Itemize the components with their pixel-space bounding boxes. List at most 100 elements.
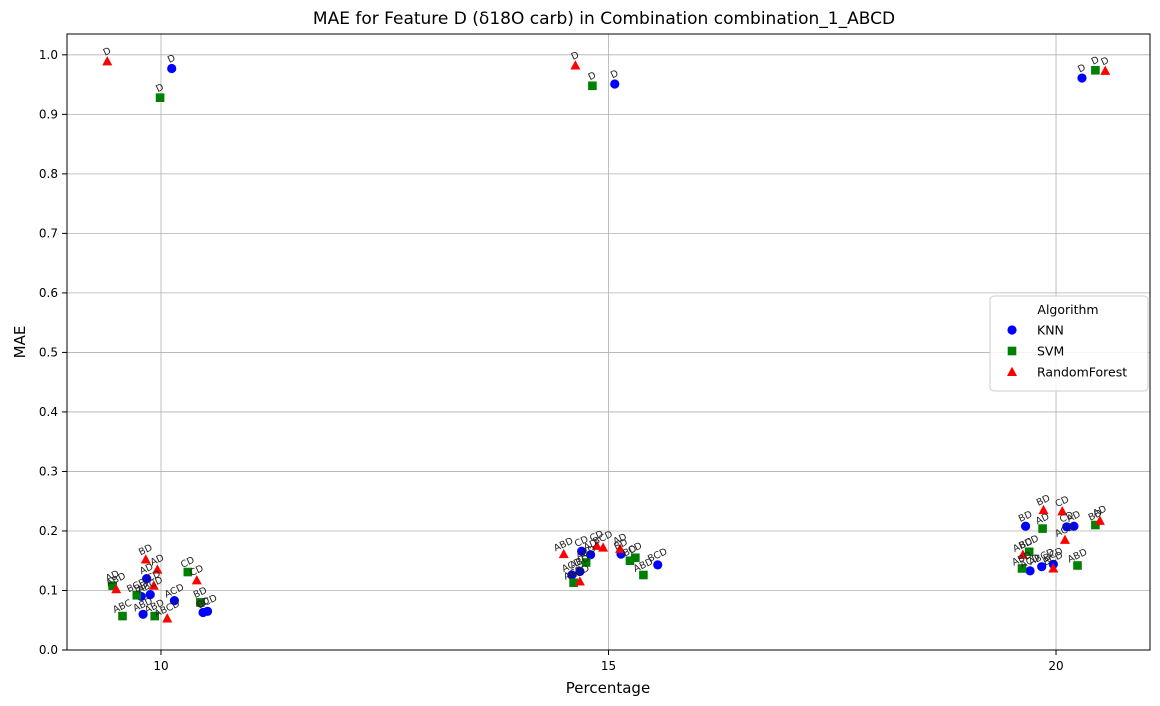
randomforest-point <box>615 543 626 553</box>
svm-point <box>196 598 205 607</box>
y-tick-label: 0.9 <box>39 107 58 121</box>
randomforest-point <box>1048 563 1059 573</box>
knn-legend-label: KNN <box>1037 323 1064 338</box>
y-tick-label: 1.0 <box>39 48 58 62</box>
svm-point <box>569 578 578 588</box>
randomforest-point <box>591 540 602 550</box>
randomforest-point-label: AD <box>149 552 166 568</box>
knn-point-label: AD <box>138 561 155 577</box>
randomforest-point <box>102 56 113 66</box>
y-tick-label: 0.3 <box>39 464 58 478</box>
randomforest-point <box>1057 506 1068 516</box>
randomforest-point-label: CD <box>188 563 205 579</box>
x-tick-label: 10 <box>153 659 168 673</box>
y-tick-label: 0.5 <box>39 345 58 359</box>
knn-point-label: D <box>609 68 620 81</box>
svm-point-label: CD <box>179 555 196 571</box>
svm-point-label: D <box>587 70 598 83</box>
svm-point <box>150 611 160 621</box>
svm-point <box>1073 561 1082 570</box>
randomforest-point-label: AD <box>1091 504 1108 520</box>
knn-point <box>169 596 180 606</box>
svm-point <box>639 570 648 580</box>
y-tick-label: 0.4 <box>39 405 58 419</box>
knn-point-label: D <box>166 53 177 66</box>
randomforest-point-label: D <box>102 46 113 59</box>
knn-point <box>610 79 620 89</box>
randomforest-point <box>1017 549 1028 559</box>
knn-point <box>1069 521 1079 531</box>
randomforest-point <box>140 554 151 564</box>
randomforest-point <box>191 575 202 585</box>
y-tick-label: 0.8 <box>39 167 58 181</box>
svm-point <box>132 590 142 600</box>
svm-point <box>1091 520 1100 530</box>
randomforest-point <box>558 548 569 559</box>
svm-point <box>1024 547 1034 557</box>
randomforest-point-label: BD <box>1035 493 1052 509</box>
data-points <box>102 56 1111 623</box>
knn-point <box>142 573 152 584</box>
knn-point <box>145 590 155 600</box>
svm-point <box>625 556 635 566</box>
knn-point-label: D <box>1076 62 1087 75</box>
svm-point <box>118 611 127 621</box>
randomforest-point <box>152 564 163 574</box>
randomforest-legend-label: RandomForest <box>1037 365 1127 380</box>
svm-point-label: D <box>154 82 165 95</box>
knn-point <box>1062 522 1072 532</box>
knn-point-label: CD <box>1058 510 1075 526</box>
y-tick-label: 0.0 <box>39 643 58 657</box>
randomforest-point-label: CD <box>145 569 162 585</box>
randomforest-point <box>148 580 159 590</box>
x-axis-title: Percentage <box>566 679 650 697</box>
randomforest-point <box>1094 515 1105 525</box>
randomforest-point-label: AD <box>611 532 628 548</box>
randomforest-point <box>574 576 585 586</box>
knn-point-label: AD <box>582 538 599 554</box>
y-tick-label: 0.1 <box>39 583 58 597</box>
knn-point <box>138 609 148 619</box>
svm-point-label: BD <box>1087 508 1104 524</box>
knn-point-label: AD <box>1065 509 1082 525</box>
knn-point-label: CD <box>573 534 590 550</box>
knn-point <box>577 546 587 556</box>
y-tick-label: 0.6 <box>39 286 58 300</box>
knn-point <box>1025 566 1035 576</box>
randomforest-point <box>1038 504 1049 515</box>
randomforest-point-label: D <box>1100 55 1111 68</box>
legend-box <box>989 295 1149 392</box>
x-tick-label: 15 <box>601 659 616 673</box>
knn-point <box>202 606 213 616</box>
svm-point-label: CD <box>627 541 644 557</box>
knn-point <box>567 570 577 580</box>
x-axis: 10 15 20 <box>153 650 1064 673</box>
knn-point-label: BD <box>1017 509 1034 525</box>
knn-point <box>1037 562 1047 572</box>
knn-point <box>585 550 596 560</box>
svm-point <box>1017 564 1027 573</box>
y-tick-label: 0.2 <box>39 524 58 538</box>
svm-point-label: AD <box>104 569 121 585</box>
knn-point <box>575 566 585 577</box>
svm-point <box>155 93 165 102</box>
randomforest-point <box>1100 65 1111 75</box>
knn-legend-marker <box>1007 325 1017 335</box>
randomforest-point-label: BD <box>137 542 154 558</box>
svm-legend-marker <box>1007 346 1017 356</box>
randomforest-legend-marker <box>1007 366 1017 376</box>
knn-point <box>1077 73 1087 83</box>
svm-point-label: BD <box>621 544 638 560</box>
svm-point <box>183 567 193 577</box>
svm-point-label: D <box>1090 55 1101 68</box>
knn-point <box>653 560 663 570</box>
chart-title: MAE for Feature D (δ18O carb) in Combina… <box>313 9 895 29</box>
randomforest-point <box>598 542 609 552</box>
svm-point <box>1091 66 1100 75</box>
legend: Algorithm KNN SVM RandomForest <box>989 295 1149 392</box>
knn-point-label: BD <box>133 579 150 595</box>
y-tick-label: 0.7 <box>39 226 58 240</box>
svm-point <box>1038 524 1047 533</box>
knn-point <box>167 63 177 74</box>
